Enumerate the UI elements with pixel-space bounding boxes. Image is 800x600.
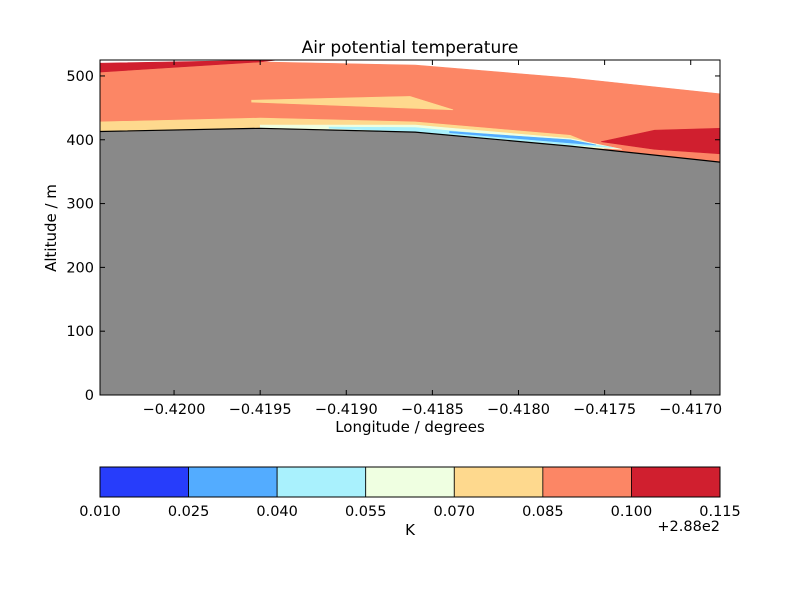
- colorbar-swatch: [99, 466, 189, 498]
- x-tick-label: −0.4200: [143, 402, 206, 418]
- y-tick-label: 0: [85, 388, 94, 404]
- plot-area: [100, 60, 720, 395]
- contour-region-7: [449, 131, 597, 146]
- y-tick-label: 500: [66, 69, 94, 85]
- colorbar-tick-label: 0.040: [256, 504, 298, 520]
- y-tick-label: 300: [66, 197, 94, 213]
- contour-region-2: [601, 127, 720, 155]
- y-tick-label: 400: [66, 133, 94, 149]
- colorbar-tick-label: 0.115: [699, 504, 741, 520]
- y-axis-label: Altitude / m: [42, 184, 60, 272]
- plot-frame: [99, 59, 721, 396]
- colorbar-swatch: [188, 466, 278, 498]
- colorbar: 0.010 0.025 0.040 0.055 0.070 0.085 0.100 0.115: [79, 466, 741, 520]
- colorbar-swatch: [276, 466, 367, 498]
- y-tick-label: 200: [66, 260, 94, 276]
- x-axis: −0.4200 −0.4195 −0.4190 −0.4185 −0.4180 −0.41…: [143, 60, 722, 418]
- x-tick-label: −0.4175: [573, 402, 636, 418]
- y-axis: 0 100 200 300 400 500: [66, 69, 720, 404]
- terrain-outline: [100, 127, 720, 163]
- colorbar-swatch: [542, 466, 632, 498]
- colorbar-tick-label: 0.085: [522, 504, 564, 520]
- colorbar-swatch: [631, 466, 721, 498]
- chart-title: Air potential temperature: [302, 38, 519, 58]
- colorbar-swatch: [365, 466, 455, 498]
- contour-region-1: [100, 60, 278, 73]
- x-tick-label: −0.4190: [315, 402, 378, 418]
- colorbar-tick-label: 0.070: [434, 504, 476, 520]
- colorbar-label: K: [405, 521, 416, 539]
- x-axis-label: Longitude / degrees: [335, 418, 485, 436]
- colorbar-tick-label: 0.010: [79, 504, 121, 520]
- colorbar-offset-label: +2.88e2: [657, 519, 720, 535]
- contour-region-3: [251, 96, 454, 111]
- x-tick-label: −0.4195: [229, 402, 292, 418]
- y-tick-label: 100: [66, 324, 94, 340]
- colorbar-tick-label: 0.055: [345, 504, 387, 520]
- colorbar-swatch: [453, 466, 544, 498]
- x-tick-label: −0.4185: [401, 402, 464, 418]
- colorbar-tick-label: 0.025: [168, 504, 210, 520]
- x-tick-label: −0.4180: [487, 402, 550, 418]
- colorbar-tick-label: 0.100: [611, 504, 653, 520]
- terrain-area: [100, 128, 720, 395]
- x-tick-label: −0.4170: [659, 402, 722, 418]
